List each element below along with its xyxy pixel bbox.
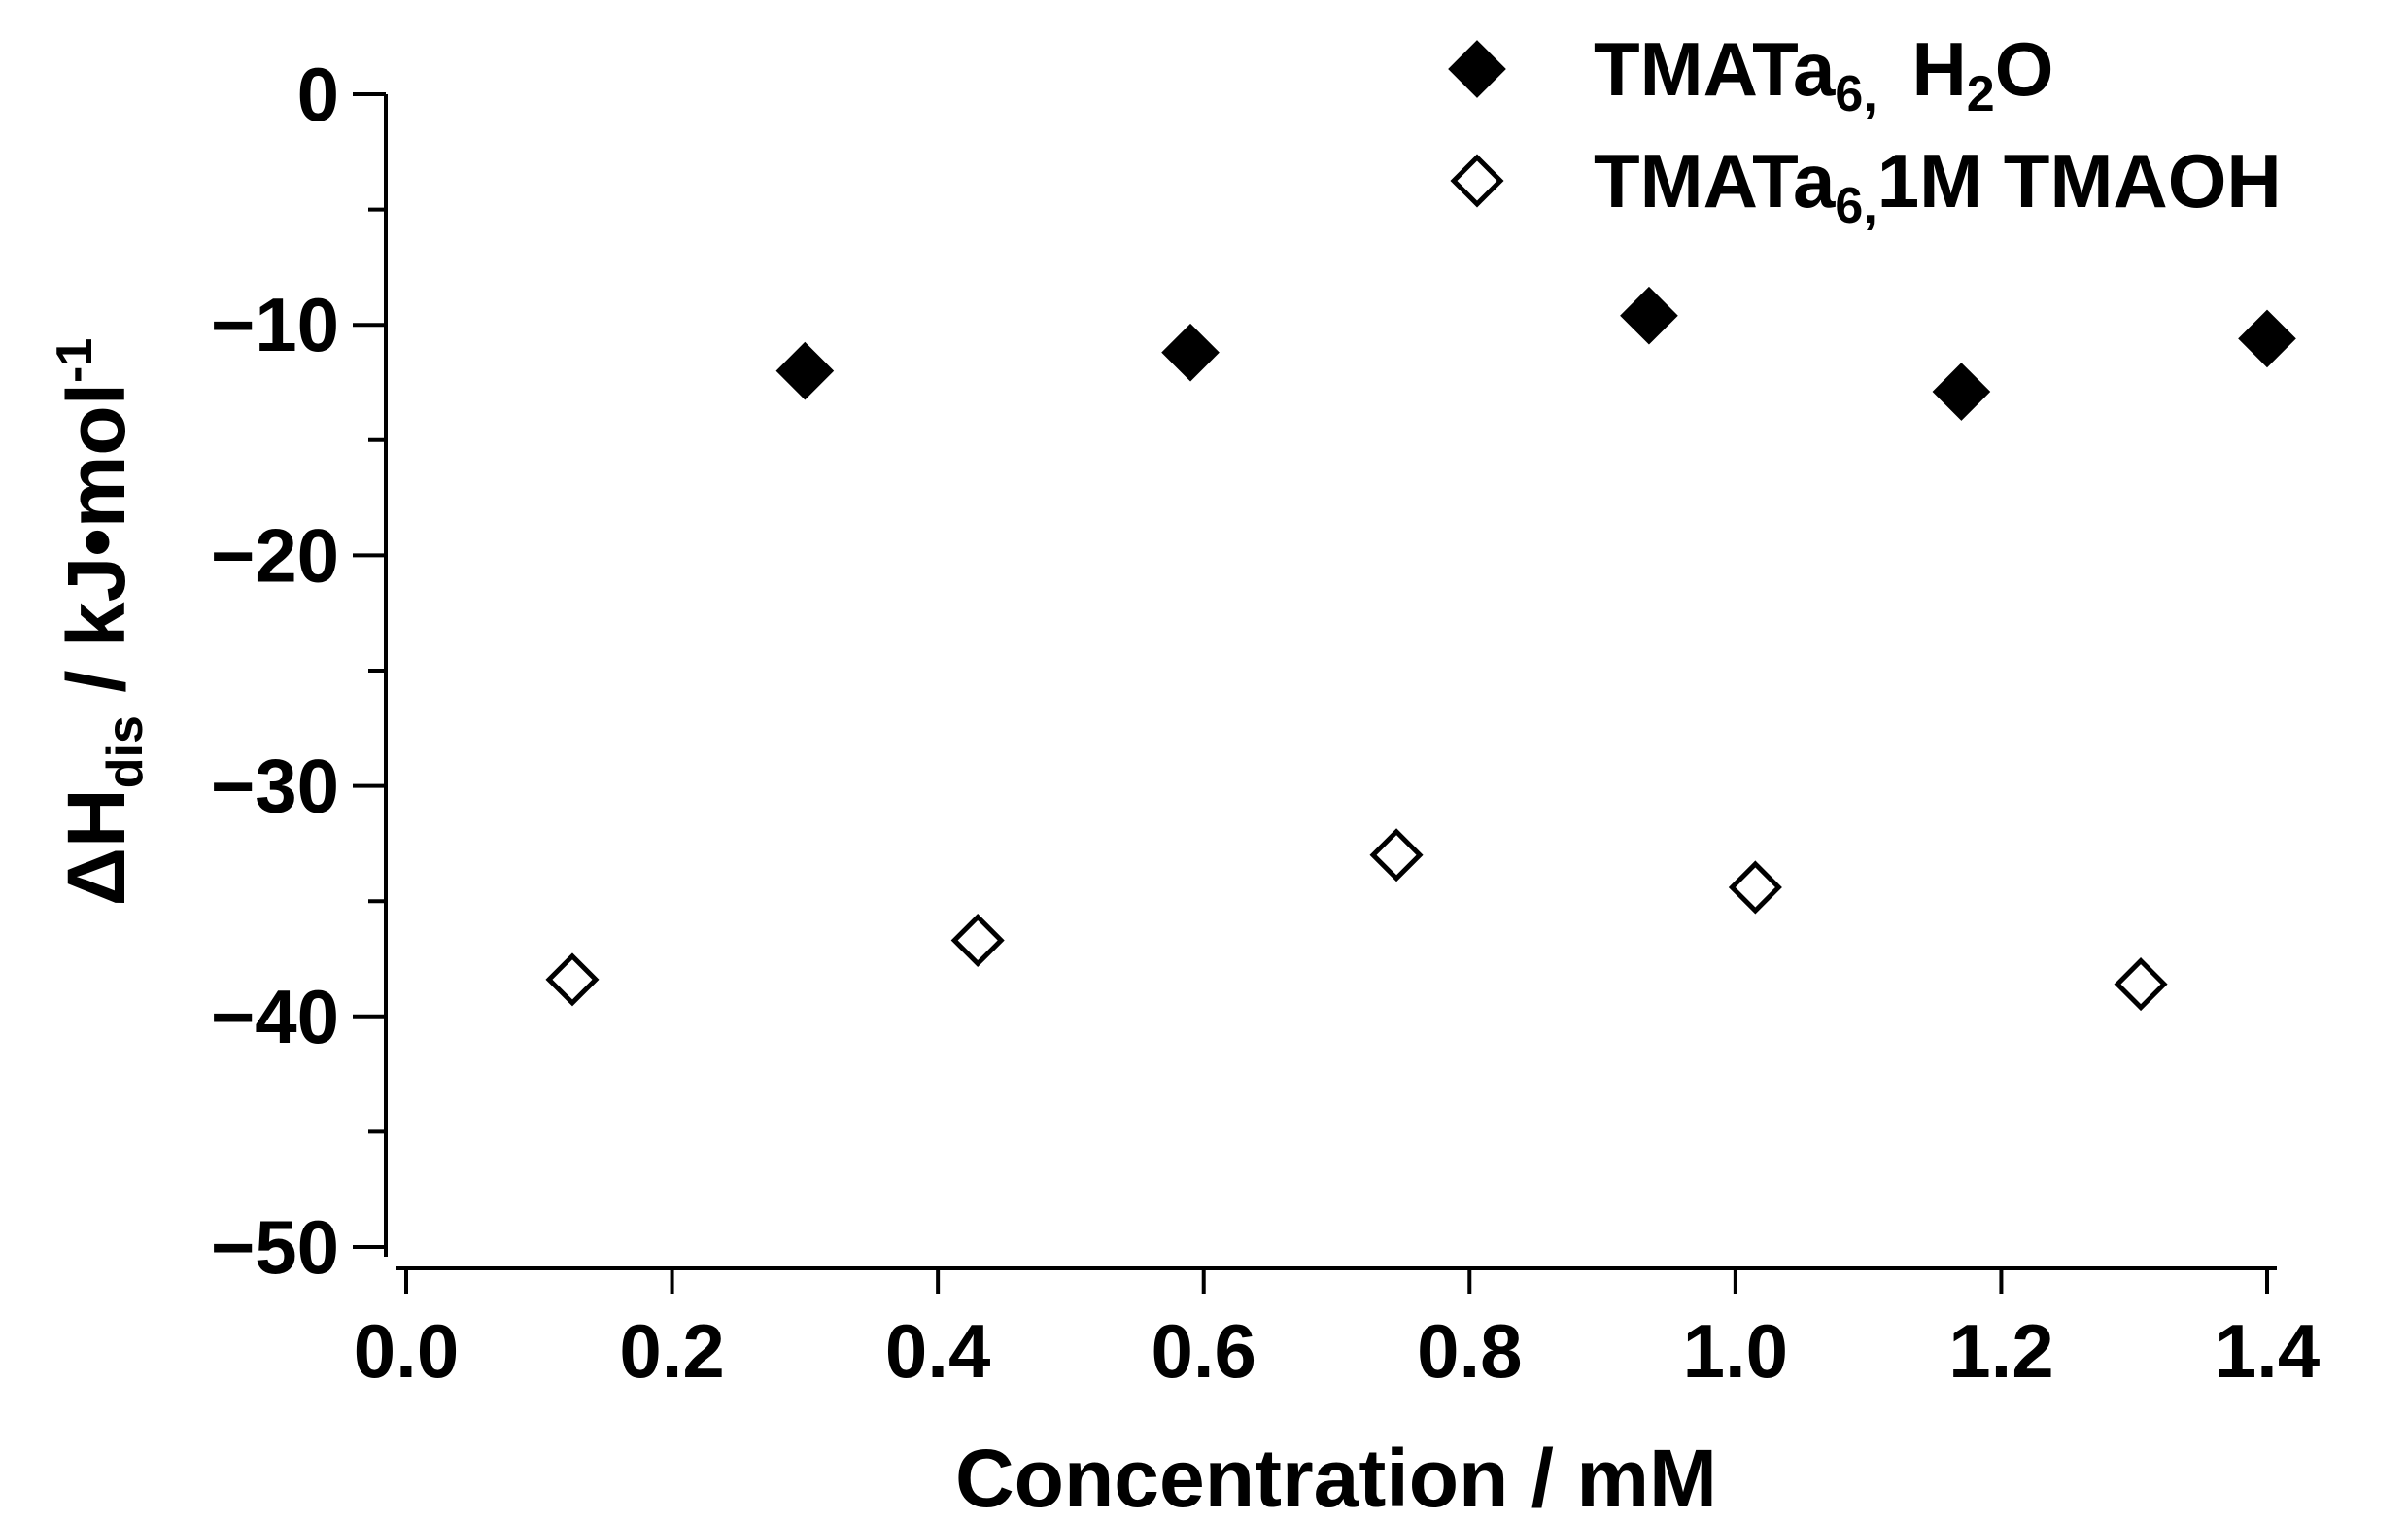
x-tick-label: 0.6 xyxy=(1151,1308,1256,1394)
point-open-diamond xyxy=(950,913,1005,968)
point-filled-diamond xyxy=(1932,363,1991,421)
legend-label-h2o: TMATa6, H2O xyxy=(1594,26,2053,122)
legend-marker-open-diamond xyxy=(1450,154,1504,208)
y-tick-label: −40 xyxy=(211,974,339,1059)
x-tick-label: 1.4 xyxy=(2215,1308,2320,1394)
data-points xyxy=(545,286,2296,1012)
legend-item-h2o: TMATa6, H2O xyxy=(1448,26,2053,122)
y-tick-label: 0 xyxy=(297,52,339,137)
x-axis-ticks: 0.0 0.2 0.4 0.6 0.8 1.0 1.2 1.4 xyxy=(354,1268,2320,1394)
axes xyxy=(384,94,2277,1270)
point-filled-diamond xyxy=(2238,309,2296,368)
x-tick-label: 0.0 xyxy=(354,1308,459,1394)
legend-item-tmaoh: TMATa6,1M TMAOH xyxy=(1450,138,2282,234)
x-tick-label: 0.2 xyxy=(619,1308,724,1394)
x-tick-label: 0.8 xyxy=(1417,1308,1522,1394)
point-open-diamond xyxy=(1728,860,1782,915)
legend: TMATa6, H2O TMATa6,1M TMAOH xyxy=(1448,26,2282,234)
x-axis-title: Concentration / mM xyxy=(955,1433,1717,1522)
y-axis-title: ΔHdis / kJ•mol-1 xyxy=(47,338,154,907)
point-filled-diamond xyxy=(1620,286,1678,345)
y-axis-title-sup: -1 xyxy=(47,338,103,383)
legend-label-tmaoh: TMATa6,1M TMAOH xyxy=(1594,138,2282,234)
x-tick-label: 1.0 xyxy=(1683,1308,1788,1394)
point-open-diamond xyxy=(1369,828,1424,882)
y-axis-title-sub: dis xyxy=(97,715,154,788)
x-tick-label: 1.2 xyxy=(1948,1308,2053,1394)
y-axis-title-main: ΔH xyxy=(51,788,142,906)
x-tick-label: 0.4 xyxy=(885,1308,990,1394)
y-axis-title-rest: / kJ•mol xyxy=(51,383,142,715)
y-tick-label: −10 xyxy=(211,282,339,367)
y-tick-label: −20 xyxy=(211,512,339,598)
y-tick-label: −50 xyxy=(211,1204,339,1290)
point-open-diamond xyxy=(2114,957,2168,1012)
legend-marker-filled-diamond xyxy=(1448,40,1506,98)
y-tick-label: −30 xyxy=(211,744,339,829)
point-filled-diamond xyxy=(775,341,835,400)
y-axis-ticks: 0 −10 −20 −30 −40 −50 xyxy=(211,52,386,1290)
point-open-diamond xyxy=(545,952,600,1007)
point-filled-diamond xyxy=(1161,323,1220,382)
